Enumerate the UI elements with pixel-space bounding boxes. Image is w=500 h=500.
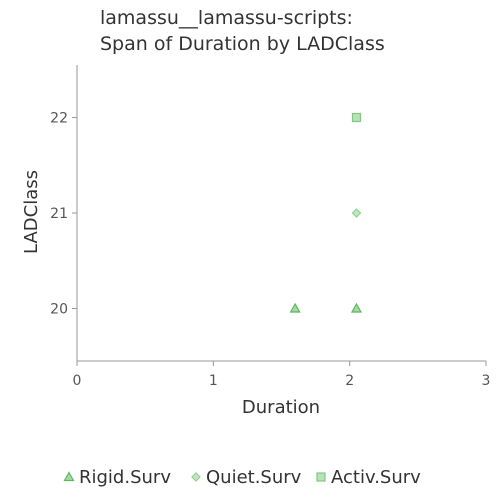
data-point-diamond	[351, 208, 362, 218]
y-tick-label: 21	[50, 206, 68, 222]
y-tick-label: 22	[50, 111, 68, 127]
axes	[76, 65, 486, 362]
data-points	[289, 112, 363, 313]
x-axis-label: Duration	[242, 397, 320, 418]
x-tick-label: 0	[73, 373, 82, 389]
y-ticks: 20 21 22	[50, 111, 77, 317]
legend-marker-triangle	[63, 471, 75, 482]
legend: Rigid.Surv Quiet.Surv Activ.Surv	[63, 467, 421, 488]
data-point-square	[351, 112, 362, 123]
x-tick-label: 2	[345, 373, 354, 389]
y-axis-label: LADClass	[21, 170, 42, 254]
x-tick-label: 3	[482, 373, 491, 389]
x-ticks: 0 1 2 3	[73, 361, 491, 389]
data-point-triangle	[350, 302, 363, 313]
legend-item-label: Activ.Surv	[331, 467, 421, 488]
legend-marker-diamond	[191, 472, 201, 482]
data-point-triangle	[289, 302, 301, 313]
legend-marker-square	[316, 472, 326, 482]
x-tick-label: 1	[209, 373, 218, 389]
chart-title-line-1: lamassu__lamassu-scripts:	[100, 7, 353, 29]
chart-title-line-2: Span of Duration by LADClass	[100, 33, 385, 55]
legend-item-label: Rigid.Surv	[79, 467, 171, 488]
y-tick-label: 20	[50, 301, 68, 317]
legend-item-label: Quiet.Surv	[206, 467, 302, 488]
